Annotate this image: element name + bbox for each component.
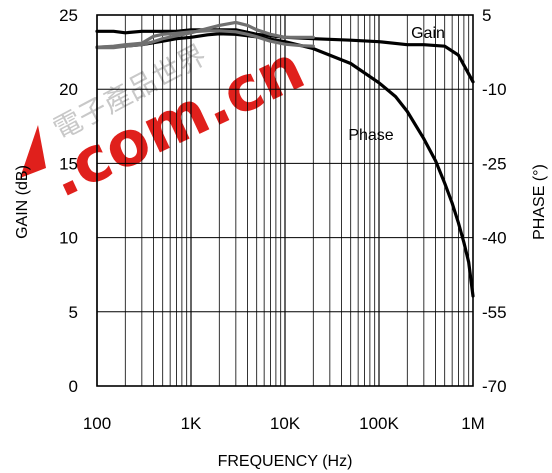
phase-label: Phase <box>348 127 393 144</box>
series-phase-line <box>95 32 475 298</box>
series-gain-line <box>95 28 475 84</box>
y-right-tick-label: -70 <box>482 377 507 396</box>
y-left-tick-label: 20 <box>59 80 78 99</box>
series-layer <box>95 20 475 298</box>
y-left-tick-label: 15 <box>59 154 78 173</box>
series-4-line <box>95 29 315 49</box>
y-right-tick-label: -55 <box>482 303 507 322</box>
y-left-tick-label: 25 <box>59 6 78 25</box>
plot-frame <box>96 14 474 387</box>
x-axis-title: FREQUENCY (Hz) <box>218 453 353 470</box>
y-right-tick-label: -25 <box>482 154 507 173</box>
y-left-tick-label: 5 <box>69 303 78 322</box>
gain-label: Gain <box>411 25 445 42</box>
y-right-axis-title: PHASE (°) <box>531 164 548 240</box>
x-tick-label: 10K <box>270 414 301 433</box>
x-tick-label: 100 <box>83 414 111 433</box>
y-left-tick-label: 10 <box>59 229 78 248</box>
y-right-tick-label: 5 <box>482 6 491 25</box>
y-right-tick-label: -40 <box>482 229 507 248</box>
y-left-axis-title: GAIN (dB) <box>14 165 31 239</box>
x-tick-label: 100K <box>359 414 399 433</box>
y-right-tick-label: -10 <box>482 80 507 99</box>
watermark-red-shape <box>20 125 46 178</box>
x-tick-label: 1M <box>461 414 485 433</box>
x-tick-label: 1K <box>181 414 202 433</box>
tick-labels: 100 1K 10K 100K 1M 0 5 10 15 20 25 -70 -55 -40 -25 -10 5 <box>59 6 507 433</box>
y-left-tick-label: 0 <box>69 377 78 396</box>
